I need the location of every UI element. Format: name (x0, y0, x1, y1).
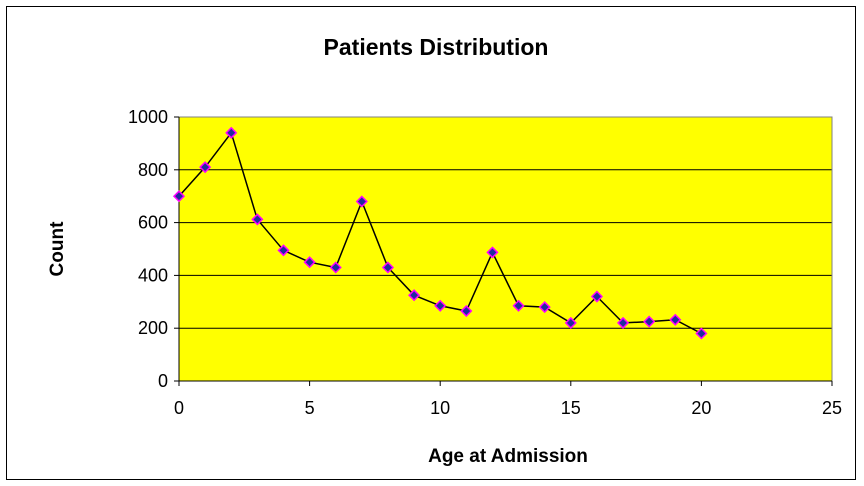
x-tick-label: 10 (430, 398, 450, 418)
chart-svg: Patients Distribution Age at Admission C… (47, 34, 842, 467)
data-point (616, 316, 630, 329)
data-point (669, 313, 682, 326)
y-tick-label: 1000 (128, 107, 168, 127)
data-point (434, 299, 447, 312)
data-point (643, 315, 656, 328)
y-tick-label: 800 (138, 160, 168, 180)
x-tick-label: 0 (174, 398, 184, 418)
data-point (303, 256, 316, 269)
data-point (564, 316, 577, 329)
data-point (277, 244, 290, 257)
x-tick-label: 20 (691, 398, 711, 418)
y-tick-label: 600 (138, 213, 168, 233)
y-tick-label: 200 (138, 318, 168, 338)
data-point (355, 195, 368, 208)
data-point (460, 304, 473, 318)
data-point (172, 190, 186, 203)
data-point (486, 246, 499, 259)
y-axis-title: Count (47, 221, 68, 277)
y-tick-label: 0 (158, 371, 168, 391)
data-point (538, 301, 551, 314)
data-point (199, 161, 212, 174)
plot-area: 0 200 400 600 800 1000 0 5 10 15 20 25 (128, 107, 842, 418)
x-axis-title: Age at Admission (428, 446, 588, 467)
data-point (329, 261, 342, 274)
data-point (225, 126, 238, 139)
data-point (590, 290, 603, 303)
x-tick-label: 15 (561, 398, 581, 418)
x-tick-label: 5 (305, 398, 315, 418)
chart-container: Patients Distribution Age at Admission C… (6, 6, 856, 480)
plot-background (179, 117, 832, 381)
data-point (512, 299, 525, 312)
data-point (408, 289, 421, 302)
chart-title: Patients Distribution (324, 34, 549, 60)
data-point (381, 261, 395, 274)
data-point (695, 327, 708, 340)
y-tick-label: 400 (138, 265, 168, 285)
data-point (251, 213, 264, 226)
x-tick-label: 25 (822, 398, 842, 418)
